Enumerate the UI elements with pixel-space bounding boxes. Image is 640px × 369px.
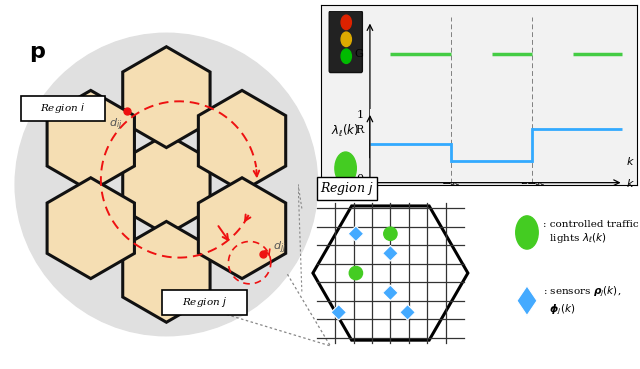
Text: $\lambda_\ell(k)$: $\lambda_\ell(k)$: [332, 123, 360, 139]
Text: : sensors $\boldsymbol{\rho}_j(k)$,
  $\boldsymbol{\phi}_j(k)$: : sensors $\boldsymbol{\rho}_j(k)$, $\bo…: [543, 285, 621, 317]
Circle shape: [15, 33, 317, 336]
Circle shape: [341, 49, 351, 63]
Text: $2\Delta_{\mathrm{dc}}$: $2\Delta_{\mathrm{dc}}$: [520, 174, 545, 188]
Text: Region $j$: Region $j$: [182, 296, 227, 310]
Text: Region $j$: Region $j$: [320, 180, 374, 197]
Circle shape: [335, 152, 356, 184]
FancyBboxPatch shape: [329, 11, 362, 73]
Text: $\Delta_{\mathrm{dc}}$: $\Delta_{\mathrm{dc}}$: [442, 174, 460, 188]
Polygon shape: [383, 246, 398, 261]
Polygon shape: [348, 226, 364, 242]
Text: $k$: $k$: [626, 155, 635, 166]
Polygon shape: [313, 206, 468, 340]
Circle shape: [341, 32, 351, 46]
Polygon shape: [198, 178, 285, 279]
Polygon shape: [47, 90, 134, 191]
Polygon shape: [47, 178, 134, 279]
Circle shape: [384, 227, 397, 241]
Circle shape: [516, 216, 538, 249]
Polygon shape: [123, 221, 210, 322]
Text: $d_{ij}$: $d_{ij}$: [109, 117, 123, 133]
Polygon shape: [123, 47, 210, 148]
Text: R: R: [355, 125, 364, 135]
Text: $d_{jj}$: $d_{jj}$: [273, 239, 287, 256]
Circle shape: [349, 266, 362, 280]
Text: $\mathbf{p}$: $\mathbf{p}$: [29, 42, 46, 65]
Polygon shape: [198, 90, 285, 191]
Text: 1: 1: [356, 110, 364, 120]
Text: $k$: $k$: [626, 177, 635, 189]
Text: Region $i$: Region $i$: [40, 101, 86, 115]
Text: 0: 0: [356, 175, 364, 184]
Circle shape: [341, 15, 351, 30]
Text: : controlled traffic
  lights $\lambda_\ell(k)$: : controlled traffic lights $\lambda_\el…: [543, 220, 639, 245]
Polygon shape: [383, 285, 398, 300]
Polygon shape: [400, 305, 415, 320]
FancyBboxPatch shape: [162, 290, 246, 315]
FancyBboxPatch shape: [20, 96, 106, 121]
Polygon shape: [123, 134, 210, 235]
Polygon shape: [331, 305, 346, 320]
Text: G: G: [355, 49, 364, 59]
Polygon shape: [517, 286, 537, 315]
